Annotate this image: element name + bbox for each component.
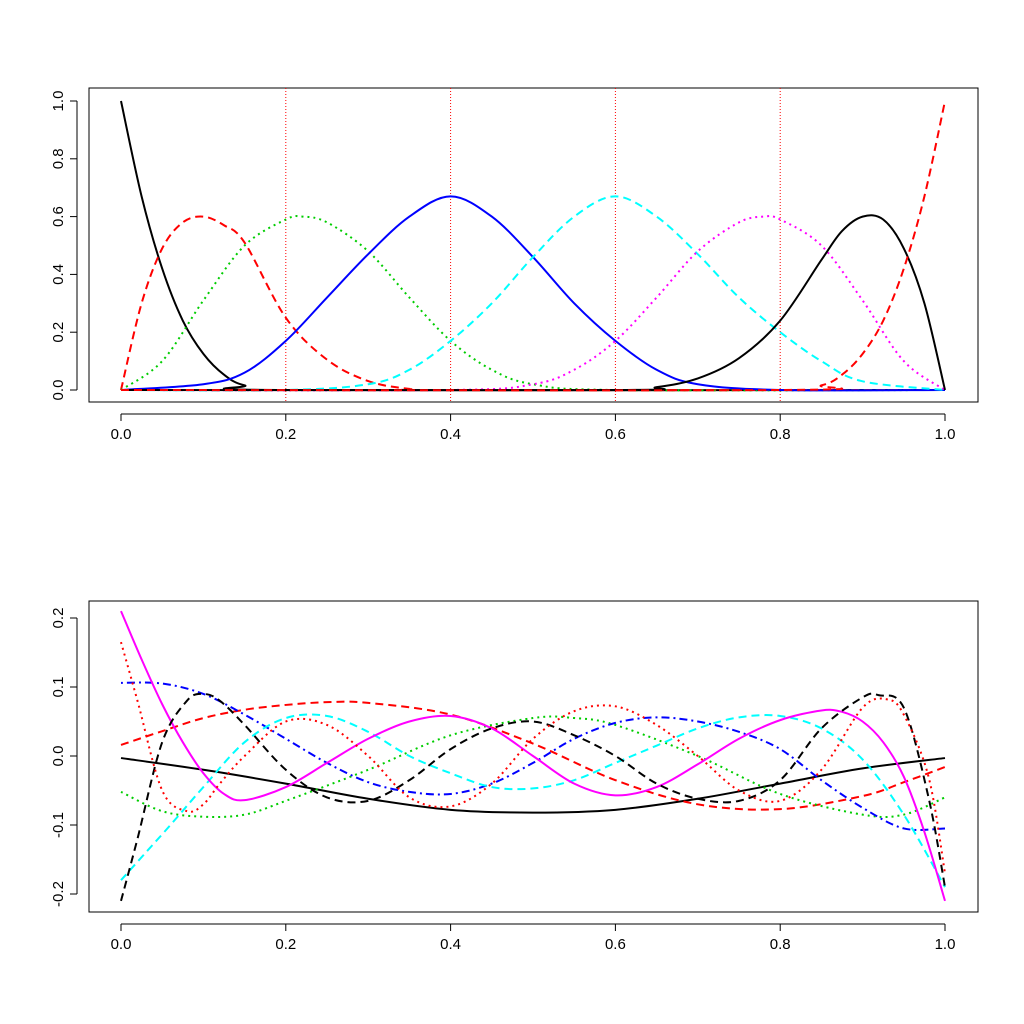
series-line-8 <box>120 100 946 392</box>
x-tick-label: 1.0 <box>935 426 956 443</box>
x-tick-label: 1.0 <box>935 936 956 953</box>
y-tick-label: -0.2 <box>50 881 67 907</box>
plot-frame <box>88 87 979 403</box>
x-tick-label: 0.4 <box>440 426 461 443</box>
series-line-5 <box>120 195 946 392</box>
x-tick-label: 0.0 <box>111 936 132 953</box>
bottom-panel-orthogonal-functions: 0.0 0.2 0.4 0.6 0.8 1.0 -0.2 -0.1 0.0 0.1 0.2 <box>50 600 979 953</box>
series-line-7 <box>120 214 946 392</box>
y-tick-label: -0.1 <box>50 812 67 838</box>
y-tick-label: 0.6 <box>50 206 67 227</box>
series-line-2 <box>120 700 946 811</box>
series-line-2 <box>120 215 946 392</box>
series-line-4 <box>120 195 946 392</box>
series-line-6 <box>120 610 946 902</box>
x-tick-label: 0.0 <box>111 426 132 443</box>
y-tick-label: 0.2 <box>50 608 67 629</box>
y-tick-label: 0.8 <box>50 148 67 169</box>
x-tick-label: 0.4 <box>440 936 461 953</box>
x-tick-label: 0.6 <box>605 936 626 953</box>
y-tick-label: 0.0 <box>50 746 67 767</box>
series-line-1 <box>120 757 946 814</box>
series-line-8 <box>120 641 946 874</box>
x-tick-label: 0.2 <box>275 426 296 443</box>
x-tick-label: 0.2 <box>275 936 296 953</box>
y-tick-label: 1.0 <box>50 91 67 112</box>
series-line-7 <box>120 692 946 902</box>
x-tick-label: 0.6 <box>605 426 626 443</box>
series-line-6 <box>120 215 946 392</box>
top-panel-basis-functions: 0.0 0.2 0.4 0.6 0.8 1.0 0.0 0.2 0.4 0.6 0.8 1.0 <box>50 87 979 443</box>
x-tick-label: 0.8 <box>770 426 791 443</box>
series-line-3 <box>120 715 946 819</box>
y-tick-label: 0.1 <box>50 677 67 698</box>
plot-frame <box>88 600 979 913</box>
x-tick-label: 0.8 <box>770 936 791 953</box>
y-tick-label: 0.4 <box>50 264 67 285</box>
y-tick-label: 0.2 <box>50 322 67 343</box>
series-line-4 <box>120 681 946 831</box>
y-tick-label: 0.0 <box>50 380 67 401</box>
series-line-5 <box>120 713 946 888</box>
